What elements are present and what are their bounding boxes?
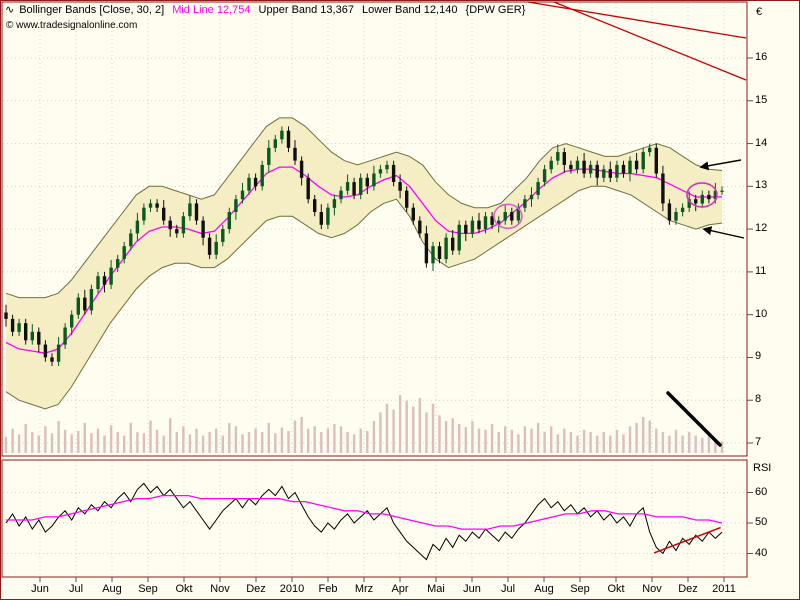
month-label: Okt — [607, 583, 625, 595]
price-tick-label: 12 — [755, 222, 768, 235]
chart-header: ∿ Bollinger Bands [Close, 30, 2] Mid Line… — [5, 3, 530, 16]
month-label: Dez — [678, 583, 698, 595]
price-tick-label: 16 — [755, 51, 768, 63]
rsi-axis-label: RSI — [753, 462, 772, 474]
rsi-tick-label: 50 — [755, 516, 768, 528]
month-label: Nov — [642, 583, 662, 595]
price-tick-label: 8 — [755, 393, 762, 406]
month-label: Mai — [427, 583, 445, 595]
month-label: Jun — [463, 583, 481, 595]
price-tick-label: 15 — [755, 93, 768, 106]
month-label: Sep — [570, 583, 590, 595]
currency-axis-label: € — [756, 6, 763, 18]
indicator-wave-icon: ∿ — [5, 4, 15, 16]
month-label: Aug — [534, 583, 554, 595]
price-tick-label: 10 — [755, 307, 768, 320]
copyright-note: © www.tradesignalonline.com — [6, 20, 138, 31]
month-label: Feb — [318, 583, 338, 595]
price-tick-label: 13 — [755, 179, 768, 192]
month-label: 2011 — [712, 583, 736, 595]
month-label: Aug — [102, 583, 122, 595]
month-label: Dez — [246, 583, 266, 595]
month-label: Jul — [500, 583, 516, 595]
month-label: Jul — [68, 583, 84, 595]
month-label: 2010 — [279, 583, 305, 595]
month-label: Jun — [31, 583, 49, 595]
price-tick-label: 11 — [755, 264, 767, 277]
month-label: Okt — [175, 583, 193, 595]
rsi-tick-label: 60 — [755, 485, 768, 498]
mid-line-value: Mid Line 12,754 — [172, 4, 251, 16]
month-label: Sep — [138, 583, 158, 595]
rsi-tick-label: 40 — [755, 546, 768, 559]
price-tick-label: 9 — [755, 350, 762, 363]
month-label: Nov — [210, 583, 230, 595]
price-tick-label: 7 — [755, 436, 762, 448]
month-label: Mrz — [354, 583, 374, 595]
price-tick-label: 14 — [755, 136, 768, 149]
indicator-title[interactable]: Bollinger Bands [Close, 30, 2] — [19, 4, 165, 16]
month-label: Apr — [391, 583, 409, 595]
upper-band-value: Upper Band 13,367 — [258, 4, 354, 16]
lower-band-value: Lower Band 12,140 — [362, 4, 458, 16]
symbol-label: {DPW GER} — [465, 4, 526, 16]
